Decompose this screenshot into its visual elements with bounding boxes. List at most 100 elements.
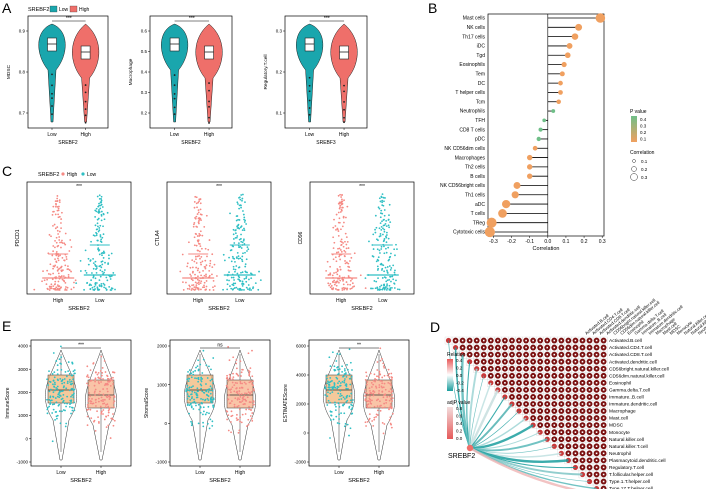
panel-c-point (237, 278, 240, 281)
panel-c-point (394, 269, 396, 272)
panel-c-point (204, 267, 207, 270)
panel-e-point (94, 398, 97, 401)
panel-e-point (94, 377, 97, 380)
panel-c-point (181, 253, 184, 256)
panel-d-cell-mark (490, 360, 492, 363)
panel-c-point (95, 231, 97, 234)
panel-e-point (112, 371, 114, 374)
panel-e-point (345, 396, 348, 399)
panel-c-point (58, 201, 61, 204)
panel-c-point (64, 232, 67, 235)
panel-c-point (345, 216, 347, 219)
panel-c-point (79, 259, 82, 262)
panel-c-point (237, 242, 240, 245)
panel-c-point (371, 244, 374, 246)
panel-b-point (561, 61, 567, 68)
panel-e-point (202, 349, 205, 352)
panel-e-point (202, 406, 205, 409)
panel-a-ytick-label: 0.3 (141, 90, 148, 95)
panel-c-point (342, 245, 345, 248)
panel-d-cell-mark (482, 367, 485, 370)
panel-c-point (384, 222, 387, 225)
panel-c-xtick-label: Low (95, 298, 105, 304)
panel-e-point (329, 365, 332, 367)
panel-c-point (241, 280, 244, 283)
panel-e-point (199, 363, 202, 366)
panel-c-point (375, 280, 378, 283)
panel-e-point (56, 414, 59, 417)
panel-e-frame (308, 339, 410, 467)
panel-c-point (207, 248, 210, 251)
panel-e-point (247, 388, 249, 391)
panel-c-point (364, 287, 367, 290)
panel-d-cell-mark (518, 360, 520, 363)
panel-c-point (95, 265, 98, 268)
panel-c-point (233, 242, 236, 244)
panel-c-point (101, 251, 104, 254)
panel-c-point (87, 263, 90, 266)
panel-c-point (374, 231, 377, 234)
panel-c-point (248, 287, 251, 290)
panel-e-point (348, 373, 351, 376)
panel-c-point (189, 285, 191, 288)
panel-e-point (340, 412, 342, 415)
panel-c-point (60, 269, 63, 272)
panel-e-point (345, 401, 348, 403)
panel-e-point (107, 424, 110, 427)
panel-c-point (238, 219, 241, 221)
panel-e-point (48, 370, 50, 373)
panel-c-point (244, 265, 247, 268)
panel-e-point (99, 377, 102, 380)
panel-c-point (381, 220, 383, 223)
panel-e-point (58, 358, 61, 361)
panel-c-point (336, 270, 339, 273)
panel-c-point (54, 246, 56, 249)
panel-e-point (331, 388, 334, 391)
panel-e-point (382, 432, 385, 435)
panel-e-point (102, 402, 104, 405)
panel-a-outlier (343, 90, 345, 93)
panel-c-point (55, 254, 58, 257)
panel-c-point (211, 273, 213, 276)
panel-e-ytick-label: 2000 (296, 402, 307, 407)
panel-c-point (67, 265, 69, 268)
panel-c-point (70, 288, 73, 291)
panel-c-point (57, 268, 60, 271)
panel-c-point (58, 230, 61, 233)
panel-e-point (382, 365, 385, 368)
panel-c-point (101, 254, 103, 257)
panel-c-point (336, 280, 339, 283)
panel-e-point (378, 405, 381, 407)
panel-e-point (383, 374, 386, 377)
panel-c-point (385, 251, 388, 254)
panel-b-point (542, 118, 547, 123)
panel-c-point (375, 238, 378, 241)
panel-c-point (99, 275, 102, 278)
panel-e-point (55, 401, 58, 404)
panel-a-ytick-label: 0.5 (141, 49, 148, 54)
panel-a-outlier (51, 92, 53, 95)
panel-c-point (339, 249, 342, 251)
panel-d-cell-mark (553, 339, 556, 342)
panel-c-point (391, 287, 393, 289)
panel-c-point (396, 288, 399, 291)
panel-c-point (64, 264, 67, 267)
panel-c-point (89, 287, 92, 290)
panel-c-point (389, 268, 392, 271)
panel-e-point (339, 392, 342, 395)
panel-e-ytick-label: 2000 (157, 344, 168, 349)
panel-c-point (250, 277, 253, 280)
panel-e-point (204, 399, 206, 402)
panel-e-point (233, 384, 236, 386)
panel-c-point (194, 255, 197, 258)
panel-e-point (52, 408, 55, 411)
panel-label-c: C (2, 163, 12, 179)
panel-c-point (114, 288, 116, 291)
panel-e-point (247, 352, 250, 355)
panel-e-point (339, 389, 342, 392)
panel-label-b: B (428, 0, 437, 16)
panel-e-point (341, 370, 344, 373)
panel-c-point (347, 262, 350, 265)
panel-e-point (389, 403, 392, 405)
panel-c-point (386, 284, 388, 287)
